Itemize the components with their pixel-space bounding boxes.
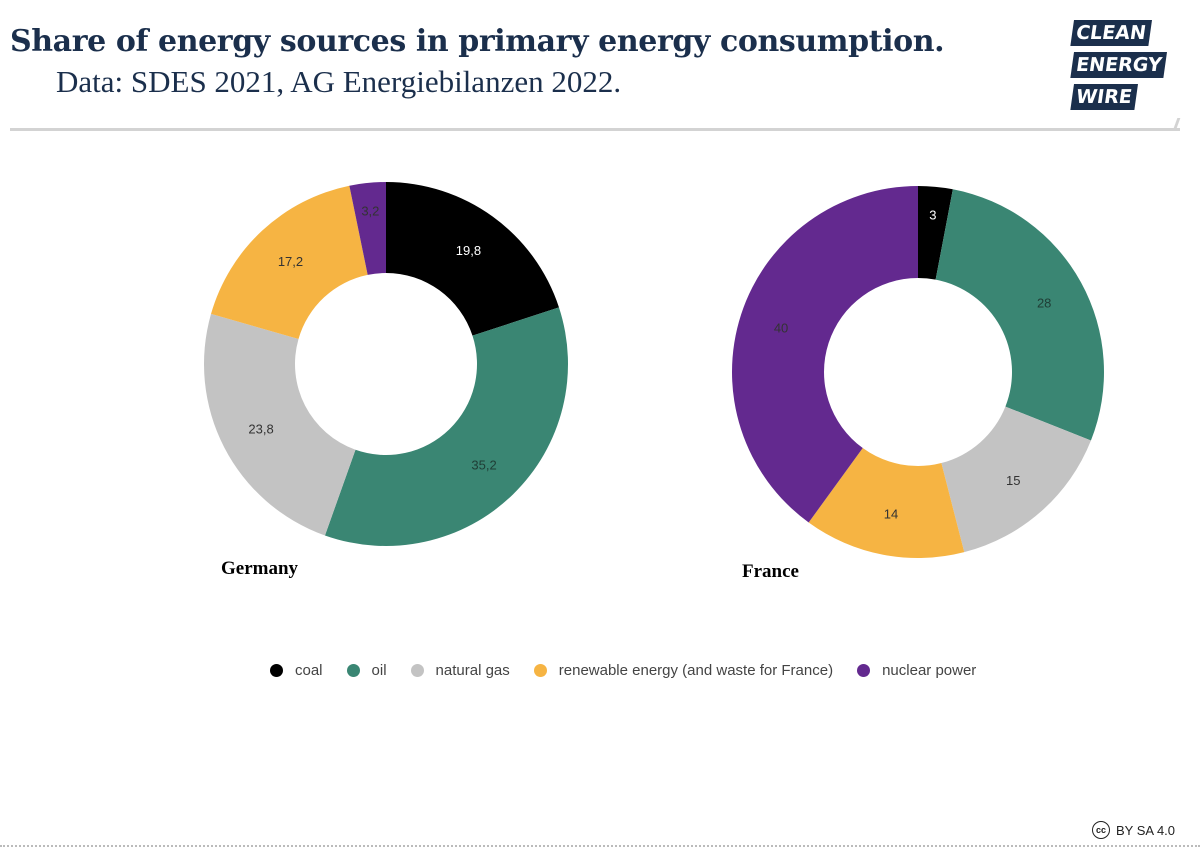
legend-swatch-natural-gas [410,663,424,677]
slice-france-renewable [808,448,965,558]
legend-label-coal: coal [295,661,323,679]
legend-item-natural-gas: natural gas [410,661,510,679]
data-label-germany-nuclear: 3,2 [361,203,379,218]
header-divider [10,128,1180,131]
chart-title: Share of energy sources in primary energ… [10,24,945,59]
data-label-germany-natural-gas: 23,8 [248,421,273,436]
slice-france-coal [918,186,953,280]
legend-label-renewable: renewable energy (and waste for France) [558,661,834,679]
license-text: BY SA 4.0 [1116,822,1176,838]
chart-subtitle: Data: SDES 2021, AG Energiebilanzen 2022… [56,64,622,99]
slice-germany-coal [386,182,559,336]
legend-swatch-nuclear [857,663,871,677]
legend-item-renewable: renewable energy (and waste for France) [533,661,834,679]
creative-commons-icon: cc [1092,821,1110,839]
legend-swatch-coal [270,663,283,677]
slice-germany-nuclear [349,182,386,275]
legend: coal oil natural gas renewable energy (a… [270,659,1000,681]
donut-chart-france: 3 28 15 14 40 [732,186,1104,558]
slice-germany-oil [324,307,568,546]
slice-france-oil [935,189,1104,441]
slice-france-natural-gas [941,406,1091,553]
header: Share of energy sources in primary energ… [0,0,1181,132]
data-label-france-natural-gas: 15 [1006,473,1020,488]
slice-germany-natural-gas [203,313,356,536]
data-label-france-nuclear: 40 [774,321,788,336]
legend-label-nuclear: nuclear power [882,661,977,679]
data-label-france-oil: 28 [1037,296,1051,311]
legend-swatch-renewable [533,663,547,677]
data-label-france-renewable: 14 [884,506,898,521]
chart-label-germany: Germany [221,558,299,579]
legend-label-natural-gas: natural gas [435,661,510,679]
data-label-germany-renewable: 17,2 [278,254,303,269]
slice-germany-renewable [211,185,368,339]
data-label-germany-oil: 35,2 [471,458,496,473]
slice-france-nuclear [732,186,918,523]
legend-item-nuclear: nuclear power [857,662,976,679]
legend-swatch-oil [346,663,360,677]
legend-label-oil: oil [371,661,387,679]
donut-chart-germany: 19,8 35,2 23,8 17,2 3,2 [203,182,568,546]
bottom-divider [0,845,1200,847]
data-label-germany-coal: 19,8 [456,243,481,258]
data-label-france-coal: 3 [929,208,936,223]
license-badge: cc BY SA 4.0 [1092,820,1175,840]
chart-label-france: France [742,561,799,582]
legend-item-oil: oil [346,661,387,679]
legend-item-coal: coal [270,662,323,679]
